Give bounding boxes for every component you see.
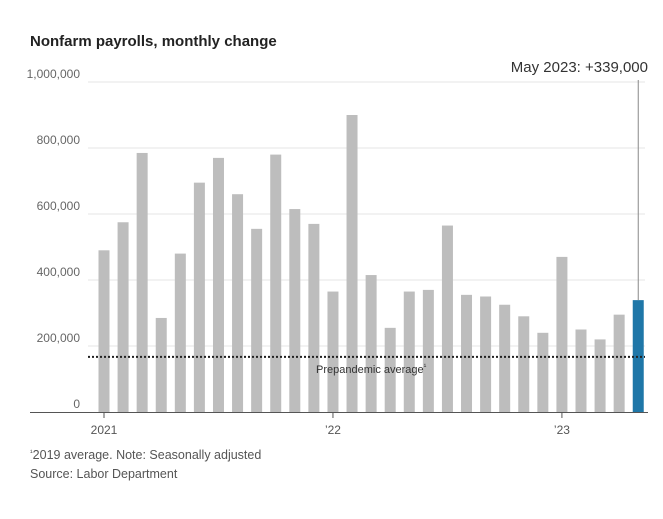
bar xyxy=(461,294,473,412)
bar xyxy=(212,157,224,412)
x-tick-label: 2021 xyxy=(91,423,118,437)
bar xyxy=(594,339,606,412)
bar xyxy=(575,329,587,412)
bar xyxy=(346,115,358,412)
y-tick-label: 800,000 xyxy=(37,133,81,147)
bar xyxy=(174,253,186,412)
bars xyxy=(98,115,644,412)
bar xyxy=(403,291,415,412)
bar xyxy=(422,289,434,412)
bar xyxy=(327,291,339,412)
chart-title: Nonfarm payrolls, monthly change xyxy=(30,33,277,50)
bar xyxy=(232,194,244,412)
bar xyxy=(556,256,568,412)
footnote: ¹2019 average. Note: Seasonally adjusted xyxy=(30,448,261,462)
bar xyxy=(98,250,110,412)
bar xyxy=(537,332,549,412)
bar xyxy=(384,327,396,412)
highlight-bar xyxy=(632,300,644,412)
callout-group: May 2023: +339,000 xyxy=(511,59,648,301)
bar xyxy=(308,223,320,412)
y-tick-label: 1,000,000 xyxy=(27,67,81,81)
axes: 2021 ’22 ’23 xyxy=(30,412,648,437)
bar xyxy=(193,182,205,412)
reference-line-label: Prepandemic average¹ xyxy=(316,362,427,376)
x-tick-label: ’22 xyxy=(325,423,341,437)
bar xyxy=(480,296,492,412)
callout-label: May 2023: +339,000 xyxy=(511,59,648,76)
reference-line-label-text: Prepandemic average xyxy=(316,364,424,376)
bar xyxy=(499,304,511,412)
bar xyxy=(441,225,453,412)
y-tick-label: 0 xyxy=(73,397,80,411)
bar xyxy=(613,314,625,412)
footnote-marker: ¹ xyxy=(30,448,33,457)
bar xyxy=(117,222,129,412)
y-tick-label: 200,000 xyxy=(37,331,81,345)
footnote-text: 2019 average. Note: Seasonally adjusted xyxy=(33,448,262,462)
bar xyxy=(251,228,263,412)
source-line: Source: Labor Department xyxy=(30,467,178,481)
grid-lines: 0 200,000 400,000 600,000 800,000 1,000,000 xyxy=(27,67,645,411)
bar xyxy=(136,152,148,412)
bar xyxy=(270,154,282,412)
bar xyxy=(155,317,167,412)
y-tick-label: 400,000 xyxy=(37,265,81,279)
y-tick-label: 600,000 xyxy=(37,199,81,213)
bar xyxy=(365,275,377,412)
reference-line-group: Prepandemic average¹ xyxy=(88,355,645,376)
reference-line-marker: ¹ xyxy=(424,362,427,371)
bar xyxy=(518,316,530,412)
x-tick-label: ’23 xyxy=(554,423,570,437)
bar xyxy=(289,209,301,412)
